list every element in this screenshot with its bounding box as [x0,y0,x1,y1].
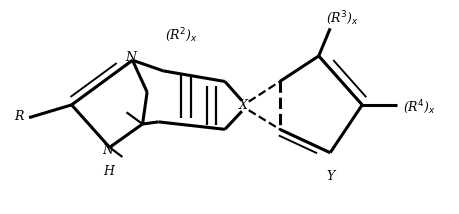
Text: N: N [103,144,114,157]
Text: Y: Y [326,170,334,183]
Text: R: R [14,110,24,123]
Text: (R$^2$)$_x$: (R$^2$)$_x$ [165,26,198,44]
Text: X: X [239,100,248,112]
Text: (R$^4$)$_x$: (R$^4$)$_x$ [403,98,436,116]
Text: (R$^3$)$_x$: (R$^3$)$_x$ [325,9,358,27]
Text: N: N [126,51,137,64]
Text: H: H [103,165,114,178]
